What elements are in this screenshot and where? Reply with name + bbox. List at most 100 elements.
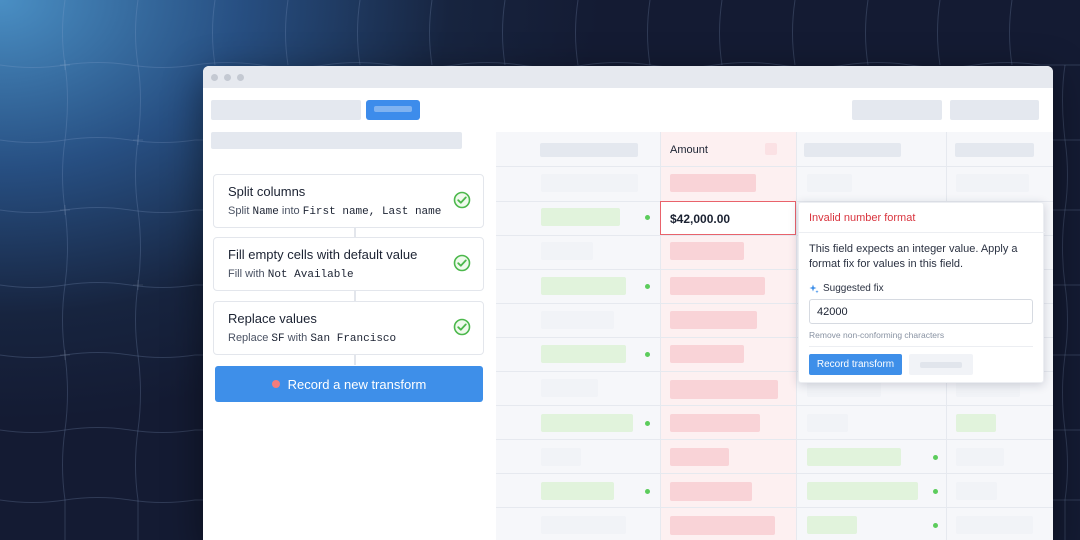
toolbar-placeholder [211, 100, 361, 120]
grid-cell[interactable] [807, 448, 901, 466]
transform-step-split-columns[interactable]: Split columns Split Name into First name… [213, 174, 484, 228]
column-header-placeholder[interactable] [804, 143, 901, 157]
step-connector [354, 291, 356, 301]
check-circle-icon [453, 318, 471, 336]
transform-step-replace-values[interactable]: Replace values Replace SF with San Franc… [213, 301, 484, 355]
status-dot [645, 284, 650, 289]
suggested-fix-label-text: Suggested fix [823, 283, 884, 294]
grid-cell[interactable] [541, 516, 626, 534]
amount-column [660, 132, 796, 540]
grid-cell[interactable] [541, 482, 614, 500]
grid-cell[interactable] [541, 242, 593, 260]
grid-cell[interactable] [807, 379, 881, 397]
grid-cell[interactable] [807, 516, 857, 534]
toolbar-placeholder-right-1[interactable] [852, 100, 942, 120]
grid-cell[interactable] [807, 174, 852, 192]
grid-cell-amount[interactable] [670, 242, 744, 260]
column-header-placeholder[interactable] [955, 143, 1034, 157]
status-dot [933, 455, 938, 460]
grid-row-divider [496, 439, 1053, 440]
transform-step-fill-empty[interactable]: Fill empty cells with default value Fill… [213, 237, 484, 291]
grid-cell[interactable] [541, 311, 614, 329]
check-circle-icon [453, 191, 471, 209]
step-connector [354, 227, 356, 238]
suggested-fix-input[interactable] [809, 299, 1033, 324]
grid-cell-amount[interactable] [670, 277, 765, 295]
grid-cell[interactable] [541, 174, 638, 192]
column-header-amount[interactable]: Amount [670, 144, 708, 156]
grid-cell-amount[interactable] [670, 311, 757, 329]
grid-cell[interactable] [541, 208, 620, 226]
grid-row-divider [496, 473, 1053, 474]
panel-heading-placeholder [211, 132, 462, 149]
status-dot [645, 421, 650, 426]
grid-cell-amount[interactable] [670, 380, 778, 399]
grid-col-divider [796, 132, 797, 540]
suggested-fix-hint: Remove non-conforming characters [809, 330, 945, 340]
grid-cell[interactable] [807, 482, 918, 500]
check-circle-icon [453, 254, 471, 272]
grid-row-divider [496, 269, 1053, 270]
grid-cell[interactable] [956, 414, 996, 432]
grid-cell-amount[interactable] [670, 345, 744, 363]
grid-cell[interactable] [541, 345, 626, 363]
window-dot-minimize[interactable] [224, 74, 231, 81]
grid-cell-amount[interactable] [670, 482, 752, 501]
grid-row-divider [496, 235, 1053, 236]
grid-col-divider [660, 132, 661, 540]
app-window: Split columns Split Name into First name… [203, 66, 1053, 540]
status-dot [645, 352, 650, 357]
record-dot-icon [271, 380, 280, 388]
grid-row-divider [496, 337, 1053, 338]
popover-divider [809, 346, 1033, 347]
step-description: Split Name into First name, Last name [228, 205, 442, 218]
grid-cell[interactable] [956, 516, 1033, 534]
grid-cell[interactable] [956, 174, 1029, 192]
step-connector [354, 354, 356, 365]
popover-divider [799, 232, 1045, 233]
column-header-placeholder[interactable] [540, 143, 638, 157]
suggested-fix-label: Suggested fix [809, 283, 884, 294]
secondary-action-button[interactable] [909, 354, 973, 375]
grid-row-divider [496, 371, 1053, 372]
grid-cell[interactable] [541, 448, 581, 466]
status-dot [933, 489, 938, 494]
sparkle-icon [809, 284, 819, 293]
grid-cell[interactable] [807, 414, 848, 432]
grid-cell[interactable] [956, 482, 997, 500]
window-titlebar [203, 66, 1053, 88]
step-description: Replace SF with San Francisco [228, 332, 397, 345]
grid-cell[interactable] [541, 379, 598, 397]
grid-cell-amount[interactable] [670, 414, 760, 432]
popover-error-title: Invalid number format [809, 212, 916, 224]
step-description: Fill with Not Available [228, 268, 354, 281]
grid-cell[interactable] [541, 277, 626, 295]
status-dot [645, 489, 650, 494]
record-new-transform-button[interactable]: Record a new transform [215, 366, 483, 402]
grid-cell-amount[interactable] [670, 516, 775, 535]
popover-description: This field expects an integer value. App… [809, 243, 1018, 270]
step-title: Split columns [228, 184, 306, 199]
grid-row-divider [496, 166, 1053, 167]
window-dot-maximize[interactable] [237, 74, 244, 81]
grid-cell-amount[interactable] [670, 448, 729, 466]
status-dot [645, 215, 650, 220]
grid-row-divider [496, 405, 1053, 406]
grid-cell-amount[interactable] [670, 174, 756, 192]
selected-amount-cell[interactable]: $42,000.00 [660, 201, 796, 235]
window-dot-close[interactable] [211, 74, 218, 81]
grid-cell[interactable] [956, 448, 1004, 466]
status-dot [933, 523, 938, 528]
step-title: Replace values [228, 311, 317, 326]
step-title: Fill empty cells with default value [228, 247, 418, 262]
column-menu-icon[interactable] [765, 143, 777, 155]
toolbar-placeholder-right-2[interactable] [950, 100, 1039, 120]
toolbar-primary-button[interactable] [366, 100, 420, 120]
grid-row-divider [496, 507, 1053, 508]
validation-popover: Invalid number format This field expects… [798, 202, 1045, 383]
grid-row-divider [496, 303, 1053, 304]
grid-cell[interactable] [956, 379, 1020, 397]
grid-cell[interactable] [541, 414, 633, 432]
record-transform-button[interactable]: Record transform [809, 354, 902, 375]
